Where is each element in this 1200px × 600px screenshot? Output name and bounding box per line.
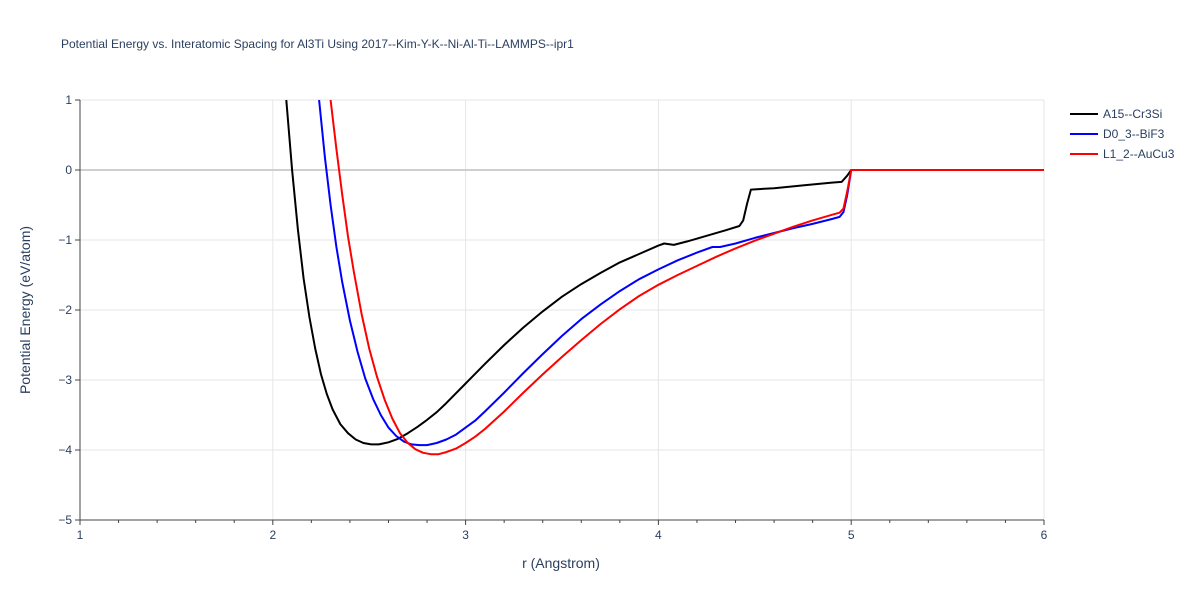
x-tick-label: 5 [848,528,855,542]
x-axis-title: r (Angstrom) [522,555,600,571]
y-tick-label: 1 [65,93,72,107]
axes: 1 2 3 4 5 6 1 0 −1 −2 −3 −4 −5 [58,93,1047,542]
legend-label: A15--Cr3Si [1103,107,1162,121]
gridlines [80,99,1045,520]
series-line-D0_3--BiF3 [318,100,1044,447]
x-tick-label: 6 [1041,528,1048,542]
chart-title: Potential Energy vs. Interatomic Spacing… [61,37,574,51]
legend-label: L1_2--AuCu3 [1103,147,1175,161]
y-tick-label: 0 [65,163,72,177]
y-tick-label: −1 [58,233,72,247]
series-line-A15--Cr3Si [285,100,1044,446]
y-tick-label: −3 [58,373,72,387]
series-lines [285,100,1044,456]
x-tick-label: 4 [655,528,662,542]
y-tick-label: −4 [58,443,72,457]
x-tick-label: 1 [77,528,84,542]
legend: A15--Cr3Si D0_3--BiF3 L1_2--AuCu3 [1070,107,1175,161]
y-tick-label: −2 [58,303,72,317]
x-tick-label: 3 [462,528,469,542]
x-tick-label: 2 [269,528,276,542]
legend-label: D0_3--BiF3 [1103,127,1165,141]
y-tick-label: −5 [58,513,72,527]
series-line-L1_2--AuCu3 [329,100,1044,456]
y-axis-title: Potential Energy (eV/atom) [17,226,33,394]
